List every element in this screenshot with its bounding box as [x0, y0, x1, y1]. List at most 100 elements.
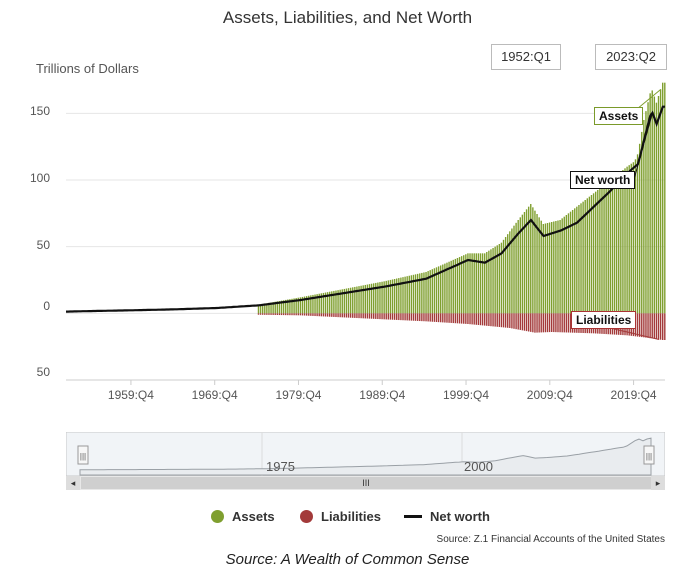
liabilities-bar [460, 313, 463, 324]
assets-bar [452, 259, 454, 314]
range-end-input[interactable]: 2023:Q2 [595, 44, 667, 70]
assets-bar [609, 180, 612, 314]
assets-bar [523, 212, 526, 314]
liabilities-bar [641, 313, 643, 338]
liabilities-bar [551, 313, 553, 332]
liabilities-bar [387, 313, 390, 320]
range-navigator[interactable]: ||| ||| 1975 2000 [66, 432, 665, 476]
liabilities-bar [276, 313, 279, 316]
assets-bar [498, 244, 501, 314]
liabilities-bar [504, 313, 507, 328]
navigator-left-handle[interactable] [77, 445, 89, 465]
assets-bar [555, 221, 557, 314]
assets-bar [571, 210, 574, 314]
assets-bar [439, 265, 442, 314]
liabilities-bar [299, 313, 302, 316]
assets-bar [611, 178, 614, 314]
assets-bar [553, 221, 555, 314]
liabilities-bar [324, 313, 327, 317]
assets-bar [597, 190, 599, 314]
liabilities-bar [305, 313, 308, 316]
horizontal-scrollbar[interactable]: ◂ III ▸ [66, 476, 665, 490]
liabilities-bar [366, 313, 369, 319]
liabilities-bar [312, 313, 314, 316]
assets-bar [427, 271, 429, 314]
assets-bar [515, 222, 517, 314]
liabilities-bar [272, 313, 274, 315]
assets-bar [316, 294, 318, 314]
assets-bar [584, 200, 586, 314]
liabilities-bar [507, 313, 509, 328]
assets-bar [473, 253, 475, 314]
liabilities-bar [473, 313, 475, 325]
assets-bar [465, 254, 467, 314]
assets-bar [276, 301, 279, 314]
assets-bar [406, 276, 408, 314]
liabilities-bar [452, 313, 454, 324]
liabilities-bar [259, 313, 262, 315]
liabilities-bar [297, 313, 299, 316]
assets-bar [588, 196, 591, 314]
y-axis-label: Trillions of Dollars [36, 61, 139, 76]
assets-bar [379, 282, 381, 314]
liabilities-bar [488, 313, 490, 326]
scroll-right-icon[interactable]: ▸ [651, 476, 665, 490]
range-start-input[interactable]: 1952:Q1 [491, 44, 561, 70]
assets-bar [540, 220, 542, 314]
assets-bar [425, 272, 427, 314]
liabilities-bar [649, 313, 651, 339]
assets-bar [454, 258, 457, 314]
assets-bar [381, 281, 383, 314]
navigator-label-1975: 1975 [266, 459, 295, 474]
legend-liabilities[interactable]: Liabilities [300, 509, 381, 524]
assets-bar [301, 296, 304, 314]
x-tick-label: 1969:Q4 [191, 388, 238, 402]
net-worth-callout: Net worth [570, 171, 636, 189]
liabilities-bar [481, 313, 484, 326]
assets-bar [530, 204, 532, 314]
liabilities-bar [335, 313, 337, 318]
assets-bar [496, 245, 498, 314]
liabilities-bar [360, 313, 362, 319]
liabilities-bar [412, 313, 415, 321]
legend-liabilities-label: Liabilities [321, 509, 381, 524]
legend-net-worth[interactable]: Net worth [404, 509, 490, 524]
scroll-thumb[interactable]: III [81, 477, 651, 489]
navigator-right-handle[interactable] [643, 445, 655, 465]
liabilities-bar [657, 313, 660, 340]
assets-bar [297, 297, 299, 314]
assets-bar [557, 220, 559, 314]
liabilities-bar [456, 313, 459, 324]
liabilities-bar [527, 313, 530, 332]
liabilities-bar [375, 313, 377, 319]
assets-bar [483, 253, 486, 314]
liabilities-bar [280, 313, 283, 316]
liabilities-bar [402, 313, 404, 321]
x-tick-label: 1959:Q4 [107, 388, 154, 402]
assets-bar [525, 209, 528, 314]
scroll-left-icon[interactable]: ◂ [66, 476, 80, 490]
liabilities-bar [655, 313, 658, 340]
assets-bar [605, 183, 607, 314]
legend-assets-label: Assets [232, 509, 275, 524]
assets-bar [285, 299, 287, 314]
liabilities-bar [295, 313, 297, 316]
assets-bar [396, 278, 398, 314]
liabilities-bar [266, 313, 268, 315]
assets-bar [488, 250, 490, 314]
legend-assets[interactable]: Assets [211, 509, 275, 524]
assets-bar [509, 231, 511, 314]
liabilities-bar [339, 313, 341, 318]
liabilities-bar [391, 313, 394, 320]
assets-bar [586, 198, 589, 314]
assets-bar [268, 302, 270, 314]
assets-bar [517, 220, 519, 314]
assets-bar [305, 296, 308, 314]
assets-bar [333, 290, 335, 314]
liabilities-bar [643, 313, 645, 338]
assets-bar [561, 218, 563, 314]
liabilities-bar [548, 313, 551, 333]
liabilities-bar [561, 313, 563, 333]
liabilities-bar [421, 313, 423, 322]
assets-bar [389, 279, 392, 314]
